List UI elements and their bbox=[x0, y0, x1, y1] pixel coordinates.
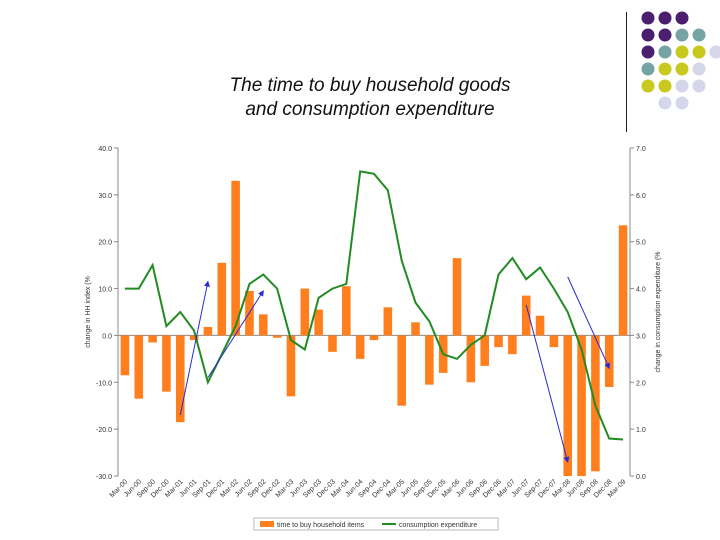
bar bbox=[189, 335, 199, 341]
bar bbox=[272, 335, 282, 338]
bar bbox=[259, 314, 268, 336]
left-axis-tick-label: 30.0 bbox=[98, 193, 112, 200]
bar bbox=[231, 180, 240, 336]
bar bbox=[466, 335, 476, 383]
bar bbox=[120, 335, 130, 376]
decorative-dot bbox=[641, 28, 655, 42]
decorative-dot bbox=[675, 96, 689, 110]
left-axis-title: change in HH index (% bbox=[85, 276, 92, 348]
decorative-dot bbox=[641, 79, 655, 93]
right-axis-title: change in consumption expenditure (% bbox=[655, 251, 662, 372]
trend-arrow bbox=[207, 290, 264, 378]
right-axis-tick-label: 0.0 bbox=[636, 474, 646, 481]
bar bbox=[508, 335, 517, 355]
right-axis-tick-label: 4.0 bbox=[636, 287, 646, 294]
bar bbox=[162, 335, 171, 392]
bar bbox=[397, 335, 406, 406]
bar bbox=[342, 286, 351, 336]
right-axis-tick-label: 7.0 bbox=[636, 146, 646, 153]
left-axis-tick-label: 10.0 bbox=[98, 287, 112, 294]
bar bbox=[369, 335, 379, 341]
slide-title-line-2: and consumption expenditure bbox=[245, 99, 495, 120]
bar bbox=[494, 335, 503, 348]
bar bbox=[286, 335, 296, 397]
decorative-dot bbox=[658, 62, 672, 76]
left-axis-tick-label: 40.0 bbox=[98, 146, 112, 153]
consumption-expenditure-line bbox=[124, 170, 624, 441]
decorative-divider-line bbox=[626, 12, 627, 132]
right-axis-tick-label: 2.0 bbox=[636, 380, 646, 387]
bar bbox=[563, 335, 573, 476]
trend-arrow bbox=[179, 280, 210, 416]
decorative-dot bbox=[641, 45, 655, 59]
bar bbox=[148, 335, 157, 343]
decorative-dot bbox=[692, 79, 706, 93]
slide-title-line-1: The time to buy household goods bbox=[229, 75, 511, 96]
decorative-dot bbox=[692, 45, 706, 59]
decorative-dot bbox=[675, 62, 689, 76]
bar bbox=[604, 335, 614, 387]
bar bbox=[383, 307, 393, 336]
right-axis-tick-label: 3.0 bbox=[636, 333, 646, 340]
left-axis-tick-label: -20.0 bbox=[96, 427, 112, 434]
decorative-dot bbox=[641, 62, 655, 76]
decorative-dot bbox=[658, 79, 672, 93]
bar bbox=[521, 295, 531, 336]
right-axis-tick-label: 5.0 bbox=[636, 240, 646, 247]
bar bbox=[355, 335, 365, 359]
legend-label-bars: time to buy household items bbox=[277, 522, 365, 529]
bar bbox=[452, 258, 462, 336]
trend-arrow bbox=[567, 276, 610, 370]
decorative-dot bbox=[658, 28, 672, 42]
decorative-dot bbox=[692, 28, 706, 42]
bar bbox=[300, 288, 310, 336]
bar bbox=[175, 335, 185, 423]
left-axis-tick-label: -30.0 bbox=[96, 474, 112, 481]
bar bbox=[217, 262, 227, 336]
decorative-dot bbox=[658, 96, 672, 110]
decorative-dot bbox=[692, 62, 706, 76]
legend-swatch-bars bbox=[260, 521, 274, 527]
decorative-dot bbox=[675, 28, 689, 42]
legend-label-line: consumption expenditure bbox=[399, 522, 477, 529]
bar bbox=[314, 309, 323, 336]
bar bbox=[411, 322, 420, 336]
decorative-dot bbox=[658, 45, 672, 59]
left-axis-tick-label: -10.0 bbox=[96, 380, 112, 387]
right-axis-tick-label: 1.0 bbox=[636, 427, 646, 434]
bar bbox=[328, 335, 337, 352]
trend-arrow bbox=[525, 304, 570, 463]
decorative-dot bbox=[658, 11, 672, 25]
bar bbox=[535, 315, 545, 336]
bar bbox=[480, 335, 489, 366]
bar bbox=[549, 335, 559, 348]
bar bbox=[134, 335, 144, 399]
decorative-dot bbox=[675, 79, 689, 93]
bar bbox=[203, 326, 213, 336]
left-axis-tick-label: 0.0 bbox=[102, 333, 112, 340]
legend-box bbox=[253, 517, 499, 531]
legend: time to buy household items consumption e… bbox=[253, 517, 499, 531]
left-axis-tick-label: 20.0 bbox=[98, 240, 112, 247]
bar bbox=[425, 335, 434, 385]
slide-title: The time to buy household goods and cons… bbox=[150, 74, 590, 122]
bar bbox=[618, 225, 628, 336]
decorative-dot bbox=[675, 11, 689, 25]
decorative-dot bbox=[641, 11, 655, 25]
decorative-dot bbox=[675, 45, 689, 59]
decorative-dot bbox=[709, 45, 720, 59]
bar bbox=[577, 335, 586, 476]
right-axis-tick-label: 6.0 bbox=[636, 193, 646, 200]
